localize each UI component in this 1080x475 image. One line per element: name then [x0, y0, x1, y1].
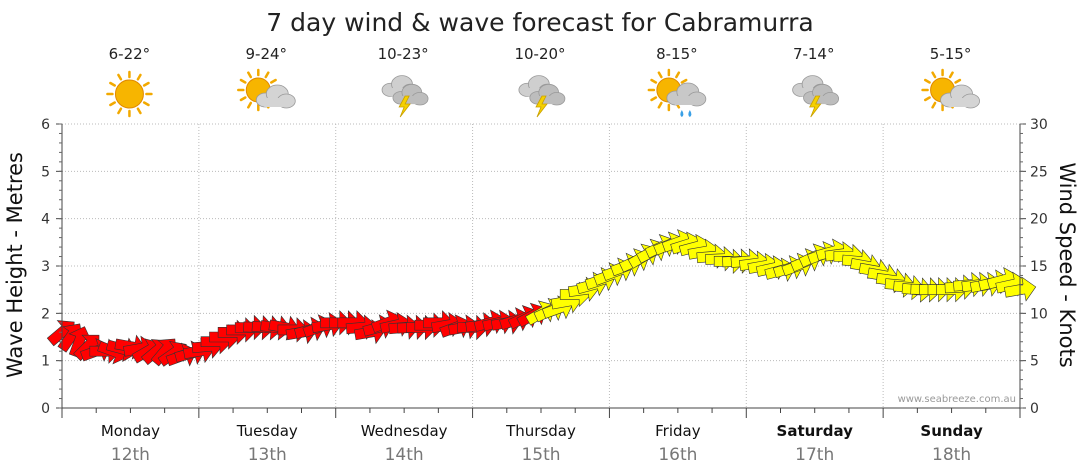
- credit-text: www.seabreeze.com.au: [898, 394, 1016, 405]
- shower-icon: [647, 68, 707, 117]
- temperature-range: 8-15°: [656, 45, 698, 63]
- thunderstorm-icon: [518, 75, 566, 118]
- y-tick-label-right: 0: [1030, 401, 1039, 417]
- day-date-label: 17th: [795, 445, 834, 465]
- day-name-label: Friday: [655, 422, 701, 440]
- temperature-range: 9-24°: [246, 45, 288, 63]
- y-tick-label-left: 1: [41, 354, 50, 370]
- sunny-icon: [106, 70, 153, 118]
- y-tick-label-left: 2: [41, 306, 50, 322]
- day-labels: Monday 12th Tuesday 13th Wednesday 14th Thursd…: [101, 422, 983, 465]
- thunderstorm-icon: [381, 75, 429, 118]
- day-name-label: Wednesday: [361, 422, 448, 440]
- day-name-label: Saturday: [777, 422, 854, 440]
- partly-cloudy-icon: [921, 68, 980, 112]
- temperature-range: 7-14°: [793, 45, 835, 63]
- thunderstorm-icon: [792, 75, 840, 118]
- y-tick-label-left: 0: [41, 401, 50, 417]
- y-tick-label-left: 6: [41, 117, 50, 133]
- y-tick-label-right: 5: [1030, 354, 1039, 370]
- temperature-range: 10-23°: [378, 45, 429, 63]
- y-tick-label-left: 5: [41, 164, 50, 180]
- y-axis-title-left: Wave Height - Metres: [3, 152, 27, 378]
- day-date-label: 18th: [932, 445, 971, 465]
- day-name-label: Sunday: [920, 422, 983, 440]
- y-axis-title-right: Wind Speed - Knots: [1055, 162, 1079, 367]
- day-date-label: 12th: [111, 445, 150, 465]
- wind-arrows: [46, 229, 1037, 367]
- partly-cloudy-icon: [237, 68, 296, 112]
- y-tick-label-right: 25: [1030, 164, 1048, 180]
- chart-title: 7 day wind & wave forecast for Cabramurr…: [266, 8, 813, 37]
- axes: 0 1 2 3 4 5 6 0 5 10 15 20 25 30: [41, 117, 1048, 418]
- day-name-label: Monday: [101, 422, 160, 440]
- y-tick-label-right: 15: [1030, 259, 1048, 275]
- weather-row: 6-22° 9-24° 10-23° 10-20° 8-15° 7-14° 5-15°: [106, 45, 980, 118]
- day-date-label: 13th: [248, 445, 287, 465]
- temperature-range: 6-22°: [109, 45, 151, 63]
- temperature-range: 5-15°: [930, 45, 972, 63]
- y-tick-label-right: 10: [1030, 306, 1048, 322]
- y-tick-label-right: 30: [1030, 117, 1048, 133]
- day-name-label: Thursday: [505, 422, 576, 440]
- y-tick-label-right: 20: [1030, 212, 1048, 228]
- y-tick-label-left: 4: [41, 212, 50, 228]
- y-tick-label-left: 3: [41, 259, 50, 275]
- day-name-label: Tuesday: [236, 422, 298, 440]
- day-date-label: 16th: [658, 445, 697, 465]
- day-date-label: 15th: [521, 445, 560, 465]
- temperature-range: 10-20°: [514, 45, 565, 63]
- day-date-label: 14th: [385, 445, 424, 465]
